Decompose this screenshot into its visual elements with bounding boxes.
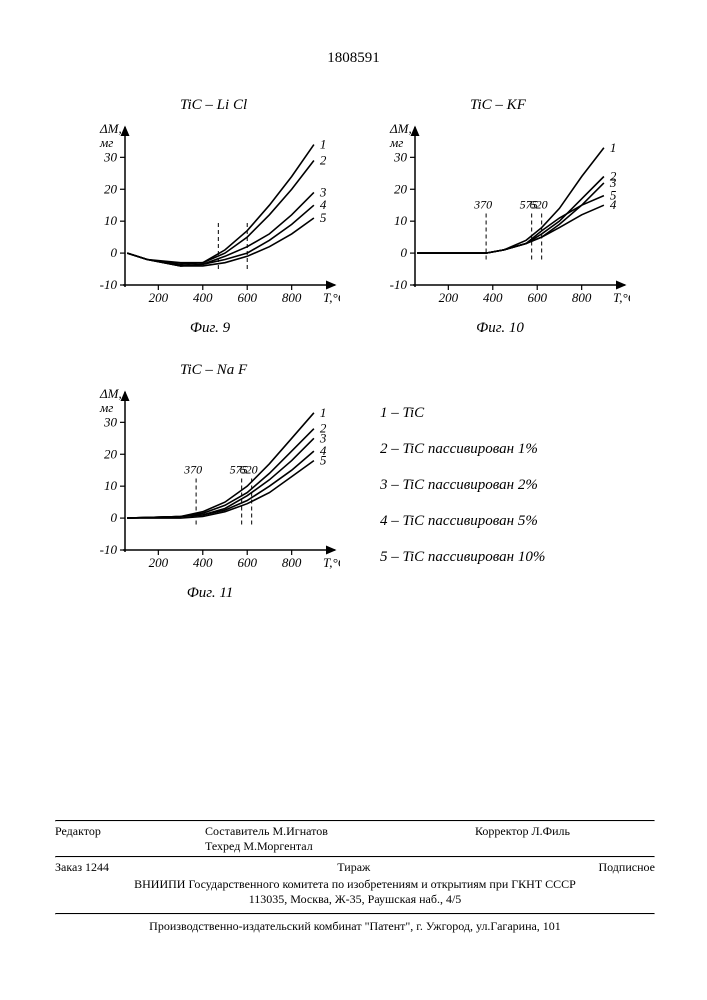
chart-10-caption: Фиг. 10 (370, 320, 630, 337)
footer-techred: Техред М.Моргентал (205, 839, 313, 853)
legend-item-2: 2 – TiC пассивирован 1% (380, 431, 545, 467)
chart-fig11: TiC – Na F -100102030200400600800ΔМ,мгT,… (80, 380, 340, 585)
svg-text:370: 370 (473, 197, 492, 211)
chart-11-title: TiC – Na F (180, 362, 247, 379)
svg-text:20: 20 (104, 181, 118, 196)
svg-text:0: 0 (111, 510, 118, 525)
svg-text:200: 200 (439, 290, 459, 305)
svg-text:ΔМ,: ΔМ, (99, 386, 122, 401)
chart-fig10: TiC – KF -100102030200400600800ΔМ,мгT,°С… (370, 115, 630, 320)
svg-text:800: 800 (282, 290, 302, 305)
svg-text:мг: мг (99, 400, 113, 415)
svg-text:1: 1 (610, 140, 617, 155)
svg-text:10: 10 (394, 213, 408, 228)
legend-item-1: 1 – TiC (380, 395, 545, 431)
svg-text:30: 30 (393, 149, 408, 164)
svg-text:30: 30 (103, 414, 118, 429)
svg-text:20: 20 (394, 181, 408, 196)
svg-text:-10: -10 (390, 277, 408, 292)
page-number: 1808591 (0, 50, 707, 67)
footer-org: ВНИИПИ Государственного комитета по изоб… (55, 877, 655, 892)
svg-text:620: 620 (240, 462, 258, 476)
legend-item-3: 3 – TiC пассивирован 2% (380, 467, 545, 503)
svg-text:10: 10 (104, 478, 118, 493)
svg-text:400: 400 (483, 290, 503, 305)
svg-text:200: 200 (149, 555, 169, 570)
footer-editor: Редактор (55, 824, 195, 854)
footer-addr: 113035, Москва, Ж-35, Раушская наб., 4/5 (55, 892, 655, 907)
footer-compiler: Составитель М.Игнатов (205, 824, 328, 838)
svg-text:5: 5 (320, 453, 327, 468)
svg-text:600: 600 (527, 290, 547, 305)
svg-text:400: 400 (193, 290, 213, 305)
svg-text:370: 370 (183, 462, 202, 476)
svg-text:5: 5 (320, 210, 327, 225)
svg-text:30: 30 (103, 149, 118, 164)
svg-text:620: 620 (530, 197, 548, 211)
footer-prod: Производственно-издательский комбинат "П… (55, 919, 655, 934)
chart-9-svg: -100102030200400600800ΔМ,мгT,°С12345 (80, 115, 340, 315)
svg-text:-10: -10 (100, 542, 118, 557)
svg-text:5: 5 (610, 188, 617, 203)
footer-order: Заказ 1244 (55, 860, 109, 875)
svg-text:0: 0 (111, 245, 118, 260)
svg-text:20: 20 (104, 446, 118, 461)
svg-text:ΔМ,: ΔМ, (99, 121, 122, 136)
svg-text:800: 800 (282, 555, 302, 570)
footer-corrector: Корректор Л.Филь (475, 824, 655, 854)
svg-text:2: 2 (320, 153, 327, 168)
legend: 1 – TiC 2 – TiC пассивирован 1% 3 – TiC … (380, 395, 545, 575)
svg-text:мг: мг (389, 135, 403, 150)
chart-fig9: TiC – Li Cl -100102030200400600800ΔМ,мгT… (80, 115, 340, 320)
legend-item-4: 4 – TiC пассивирован 5% (380, 503, 545, 539)
legend-item-5: 5 – TiC пассивирован 10% (380, 539, 545, 575)
svg-text:600: 600 (237, 290, 257, 305)
chart-10-title: TiC – KF (470, 97, 526, 114)
svg-text:ΔМ,: ΔМ, (389, 121, 412, 136)
svg-text:400: 400 (193, 555, 213, 570)
svg-text:10: 10 (104, 213, 118, 228)
svg-text:мг: мг (99, 135, 113, 150)
svg-text:200: 200 (149, 290, 169, 305)
svg-text:0: 0 (401, 245, 408, 260)
svg-text:T,°С: T,°С (323, 290, 340, 305)
svg-text:1: 1 (320, 405, 327, 420)
svg-text:800: 800 (572, 290, 592, 305)
chart-11-svg: -100102030200400600800ΔМ,мгT,°С370575620… (80, 380, 340, 580)
svg-text:T,°С: T,°С (323, 555, 340, 570)
svg-text:-10: -10 (100, 277, 118, 292)
svg-text:T,°С: T,°С (613, 290, 630, 305)
chart-9-caption: Фиг. 9 (80, 320, 340, 337)
svg-text:600: 600 (237, 555, 257, 570)
footer-tirage: Тираж (337, 860, 370, 875)
chart-10-svg: -100102030200400600800ΔМ,мгT,°С370575620… (370, 115, 630, 315)
footer-block: Редактор Составитель М.Игнатов Техред М.… (55, 820, 655, 934)
chart-9-title: TiC – Li Cl (180, 97, 247, 114)
svg-text:1: 1 (320, 137, 327, 152)
footer-subscription: Подписное (598, 860, 655, 875)
chart-11-caption: Фиг. 11 (80, 585, 340, 602)
